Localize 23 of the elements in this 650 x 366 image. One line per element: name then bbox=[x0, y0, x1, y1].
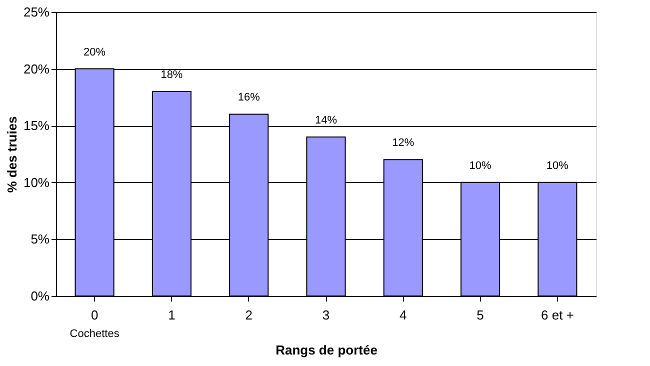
x-tick-label: 4 bbox=[400, 308, 407, 322]
y-tick-label: 25% bbox=[23, 4, 50, 20]
data-label: 14% bbox=[314, 114, 338, 126]
y-tick-label: 20% bbox=[23, 61, 50, 76]
data-label: 18% bbox=[160, 69, 183, 82]
data-label: 10% bbox=[546, 160, 569, 172]
y-tick-label: 0% bbox=[30, 288, 50, 304]
data-label: 16% bbox=[238, 92, 260, 104]
data-label: 20% bbox=[84, 46, 106, 58]
x-tick-label: 2 bbox=[245, 308, 252, 322]
x-tick-label: 3 bbox=[322, 308, 330, 322]
x-tick-label: 5 bbox=[476, 308, 484, 322]
y-tick-label: 15% bbox=[23, 118, 50, 134]
data-label: 12% bbox=[392, 137, 414, 150]
x-tick-label: 0 bbox=[90, 308, 98, 322]
x-axis-title: Rangs de portée bbox=[276, 342, 378, 358]
text: Cochettes bbox=[70, 328, 120, 340]
y-axis-title: % des truies bbox=[4, 116, 20, 193]
x-tick-label: 6 et + bbox=[540, 308, 574, 322]
x-tick-label: 1 bbox=[168, 308, 176, 322]
data-label: 10% bbox=[469, 160, 492, 172]
y-tick-label: 10% bbox=[23, 174, 50, 190]
y-tick-label: 5% bbox=[30, 232, 50, 247]
